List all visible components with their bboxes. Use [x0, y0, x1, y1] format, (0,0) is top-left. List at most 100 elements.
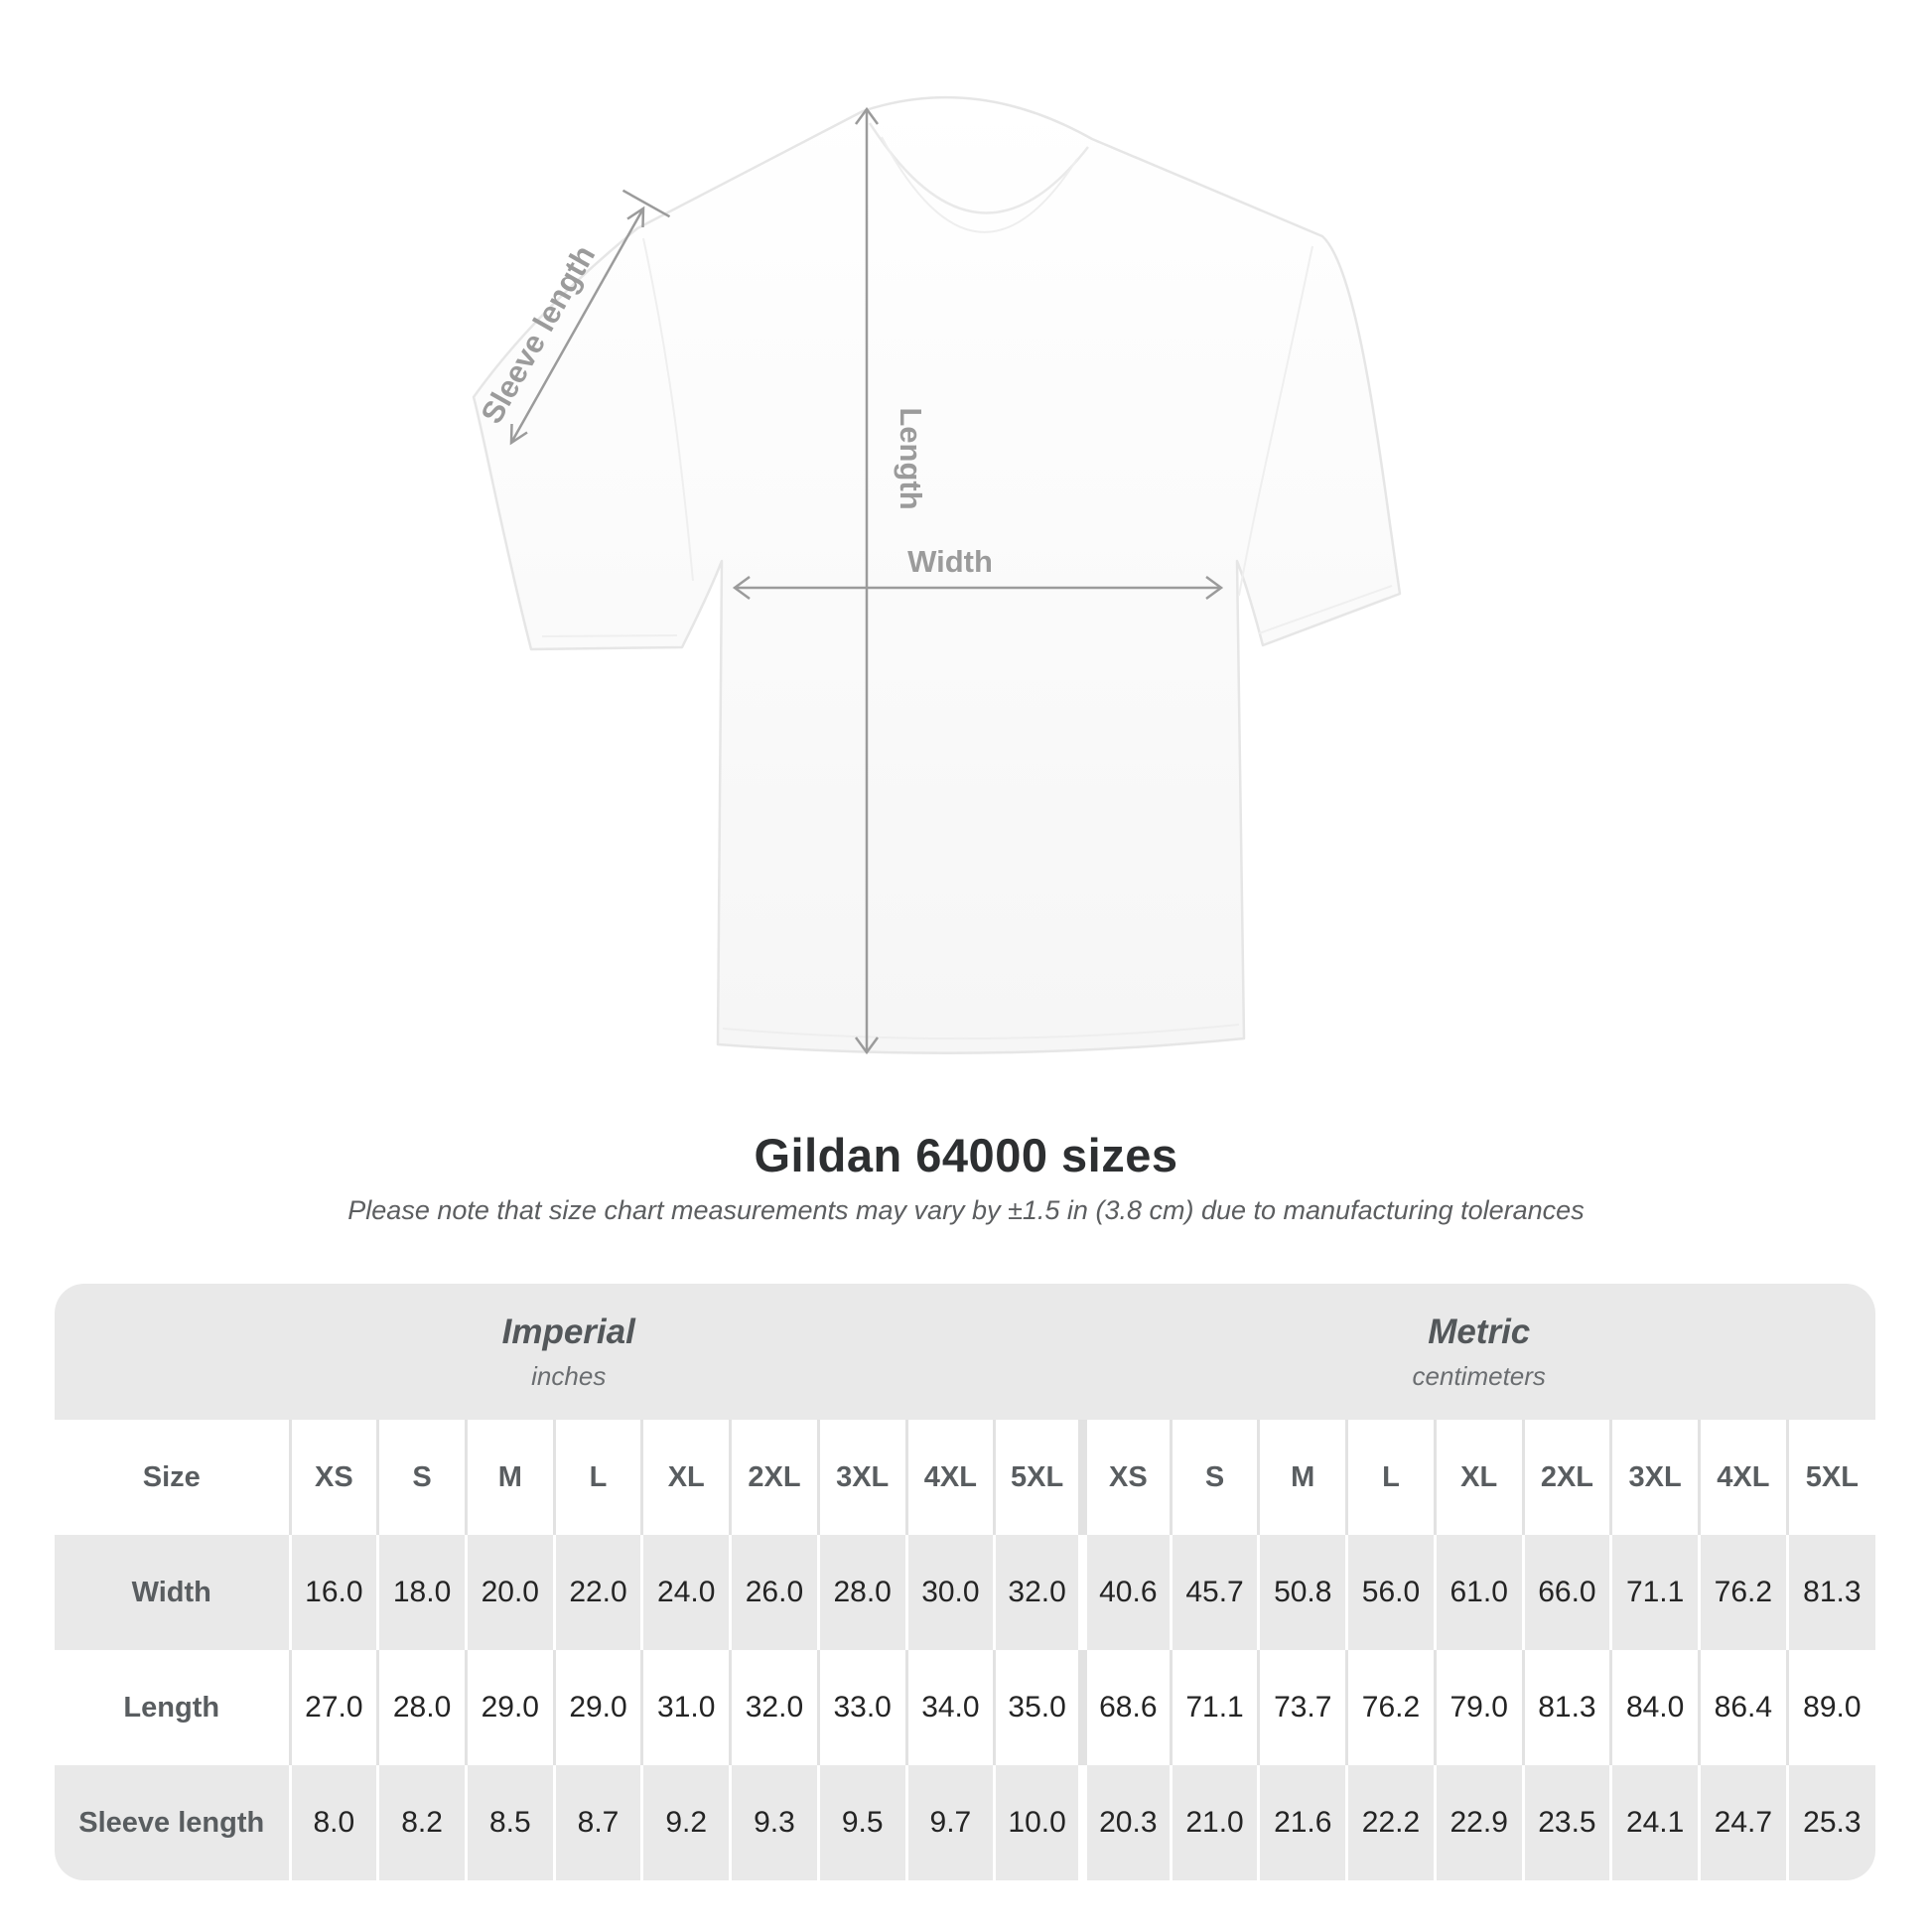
tshirt-graphic: [472, 95, 1402, 1054]
size-col-header: XL: [1433, 1420, 1524, 1535]
size-col-header: L: [552, 1420, 642, 1535]
measurement-cell: 76.2: [1345, 1650, 1436, 1765]
measurement-cell: 89.0: [1785, 1650, 1875, 1765]
size-col-header: 5XL: [1785, 1420, 1875, 1535]
measurement-cell: 22.0: [552, 1535, 642, 1650]
collar-seam: [868, 122, 1089, 214]
measurement-cell: 22.9: [1433, 1765, 1524, 1880]
measurement-cell: 18.0: [376, 1535, 467, 1650]
hem-seam: [722, 1024, 1240, 1040]
size-col-header: 4XL: [904, 1420, 995, 1535]
sleeve-seam-right: [1238, 245, 1313, 597]
size-col-header: XS: [288, 1420, 378, 1535]
measurement-cell: 20.0: [464, 1535, 555, 1650]
measurement-cell: 30.0: [904, 1535, 995, 1650]
size-col-header: XL: [640, 1420, 731, 1535]
measurement-cell: 29.0: [552, 1650, 642, 1765]
measurement-cell: 32.0: [993, 1535, 1083, 1650]
measurement-cell: 50.8: [1257, 1535, 1347, 1650]
measurement-cell: 24.1: [1609, 1765, 1700, 1880]
measurement-cell: 24.7: [1698, 1765, 1788, 1880]
measurement-cell: 32.0: [729, 1650, 819, 1765]
measurement-cell: 26.0: [729, 1535, 819, 1650]
width-arrow: [732, 575, 1224, 601]
size-col-header: 3XL: [1609, 1420, 1700, 1535]
unit-sub-metric: centimeters: [1412, 1360, 1546, 1391]
size-col-header: 2XL: [729, 1420, 819, 1535]
measurement-cell: 40.6: [1077, 1535, 1172, 1650]
unit-header-row: Imperial inches Metric centimeters: [55, 1284, 1875, 1420]
measurement-cell: 24.0: [640, 1535, 731, 1650]
unit-header-imperial: Imperial inches: [55, 1284, 1083, 1420]
size-col-header: M: [464, 1420, 555, 1535]
size-col-header: M: [1257, 1420, 1347, 1535]
measurement-cell: 21.6: [1257, 1765, 1347, 1880]
chart-subtitle: Please note that size chart measurements…: [347, 1195, 1585, 1225]
measurement-cell: 56.0: [1345, 1535, 1436, 1650]
measurement-cell: 9.5: [816, 1765, 907, 1880]
size-col-header: S: [376, 1420, 467, 1535]
measurement-cell: 73.7: [1257, 1650, 1347, 1765]
size-table-container: Imperial inches Metric centimeters Size …: [55, 1284, 1875, 1880]
measurement-cell: 27.0: [288, 1650, 378, 1765]
measurement-cell: 66.0: [1521, 1535, 1611, 1650]
measurement-cell: 20.3: [1077, 1765, 1172, 1880]
unit-name-metric: Metric: [1428, 1311, 1531, 1351]
measurement-cell: 34.0: [904, 1650, 995, 1765]
measurement-cell: 76.2: [1698, 1535, 1788, 1650]
measurement-cell: 81.3: [1785, 1535, 1875, 1650]
measurement-cell: 81.3: [1521, 1650, 1611, 1765]
width-label: Width: [907, 544, 993, 579]
length-arrow: [854, 106, 880, 1055]
measurement-cell: 71.1: [1169, 1650, 1259, 1765]
measurement-row-sleeve: Sleeve length 8.0 8.2 8.5 8.7 9.2 9.3 9.…: [55, 1765, 1875, 1880]
sleeve-seam-left: [642, 237, 694, 582]
chart-title: Gildan 64000 sizes: [754, 1129, 1178, 1181]
size-col-header: S: [1169, 1420, 1259, 1535]
measurement-cell: 9.3: [729, 1765, 819, 1880]
size-col-header: 5XL: [993, 1420, 1083, 1535]
size-col-header: 2XL: [1521, 1420, 1611, 1535]
measurement-cell: 45.7: [1169, 1535, 1259, 1650]
size-col-label: Size: [142, 1460, 201, 1493]
size-col-header: L: [1345, 1420, 1436, 1535]
measurement-cell: 28.0: [816, 1535, 907, 1650]
size-col-header: XS: [1077, 1420, 1172, 1535]
measurement-cell: 29.0: [464, 1650, 555, 1765]
measurement-cell: 61.0: [1433, 1535, 1524, 1650]
size-col-header: 3XL: [816, 1420, 907, 1535]
row-label: Width: [55, 1535, 290, 1650]
row-label: Length: [123, 1691, 220, 1724]
tshirt-diagram: Sleeve length Length Width: [472, 95, 1402, 1055]
size-header-row: Size XS S M L XL 2XL 3XL 4XL 5XL XS S M …: [55, 1420, 1875, 1535]
measurement-cell: 21.0: [1169, 1765, 1259, 1880]
measurement-cell: 23.5: [1521, 1765, 1611, 1880]
unit-sub-imperial: inches: [531, 1360, 607, 1391]
length-label: Length: [894, 407, 928, 509]
measurement-row-width: Width 16.0 18.0 20.0 22.0 24.0 26.0 28.0…: [55, 1535, 1875, 1650]
measurement-cell: 86.4: [1698, 1650, 1788, 1765]
measurement-cell: 25.3: [1785, 1765, 1875, 1880]
sleeve-hem-right: [1258, 585, 1393, 634]
row-label: Sleeve length: [55, 1765, 290, 1880]
size-col-header: 4XL: [1698, 1420, 1788, 1535]
unit-name-imperial: Imperial: [501, 1311, 635, 1351]
measurement-cell: 35.0: [993, 1650, 1083, 1765]
measurement-cell: 28.0: [376, 1650, 467, 1765]
measurement-cell: 8.2: [376, 1765, 467, 1880]
unit-header-metric: Metric centimeters: [1082, 1284, 1875, 1420]
measurement-cell: 84.0: [1609, 1650, 1700, 1765]
measurement-cell: 79.0: [1433, 1650, 1524, 1765]
measurement-cell: 8.7: [552, 1765, 642, 1880]
measurement-cell: 8.0: [288, 1765, 378, 1880]
size-table: Imperial inches Metric centimeters Size …: [55, 1284, 1875, 1880]
measurement-cell: 9.2: [640, 1765, 731, 1880]
collar-ribbing: [881, 136, 1078, 233]
measurement-cell: 33.0: [816, 1650, 907, 1765]
measurement-cell: 31.0: [640, 1650, 731, 1765]
measurement-cell: 8.5: [464, 1765, 555, 1880]
measurement-cell: 71.1: [1609, 1535, 1700, 1650]
measurement-row-length: Length 27.0 28.0 29.0 29.0 31.0 32.0 33.…: [55, 1650, 1875, 1765]
sleeve-hem-left: [541, 634, 678, 637]
